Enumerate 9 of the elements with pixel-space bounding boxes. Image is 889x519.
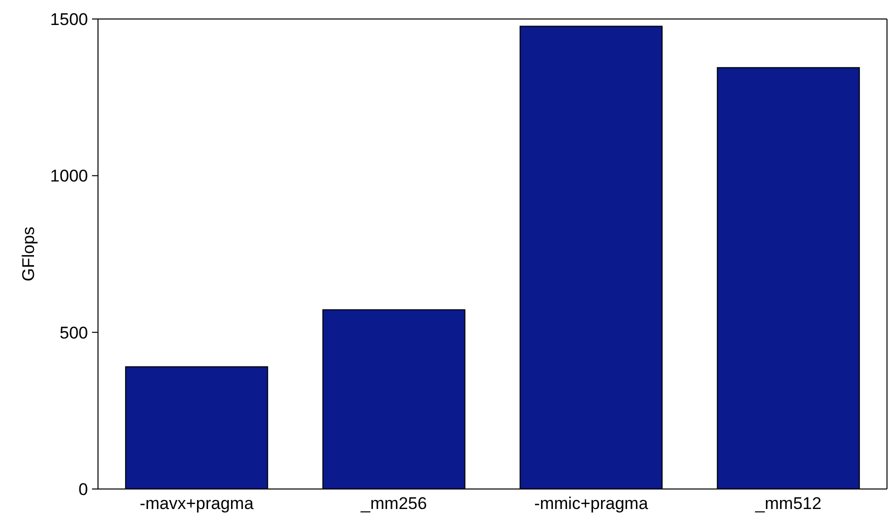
y-tick-label: 1000 [50,166,88,186]
y-axis-title: GFlops [19,226,38,282]
x-tick-label: -mmic+pragma [534,494,649,514]
x-tick-label: _mm512 [754,494,822,514]
y-tick-label: 1500 [50,10,88,30]
x-tick-label: -mavx+pragma [140,494,254,514]
x-tick-label: _mm256 [360,494,427,514]
y-tick-label: 500 [60,323,88,342]
y-tick-label: 0 [78,480,88,500]
